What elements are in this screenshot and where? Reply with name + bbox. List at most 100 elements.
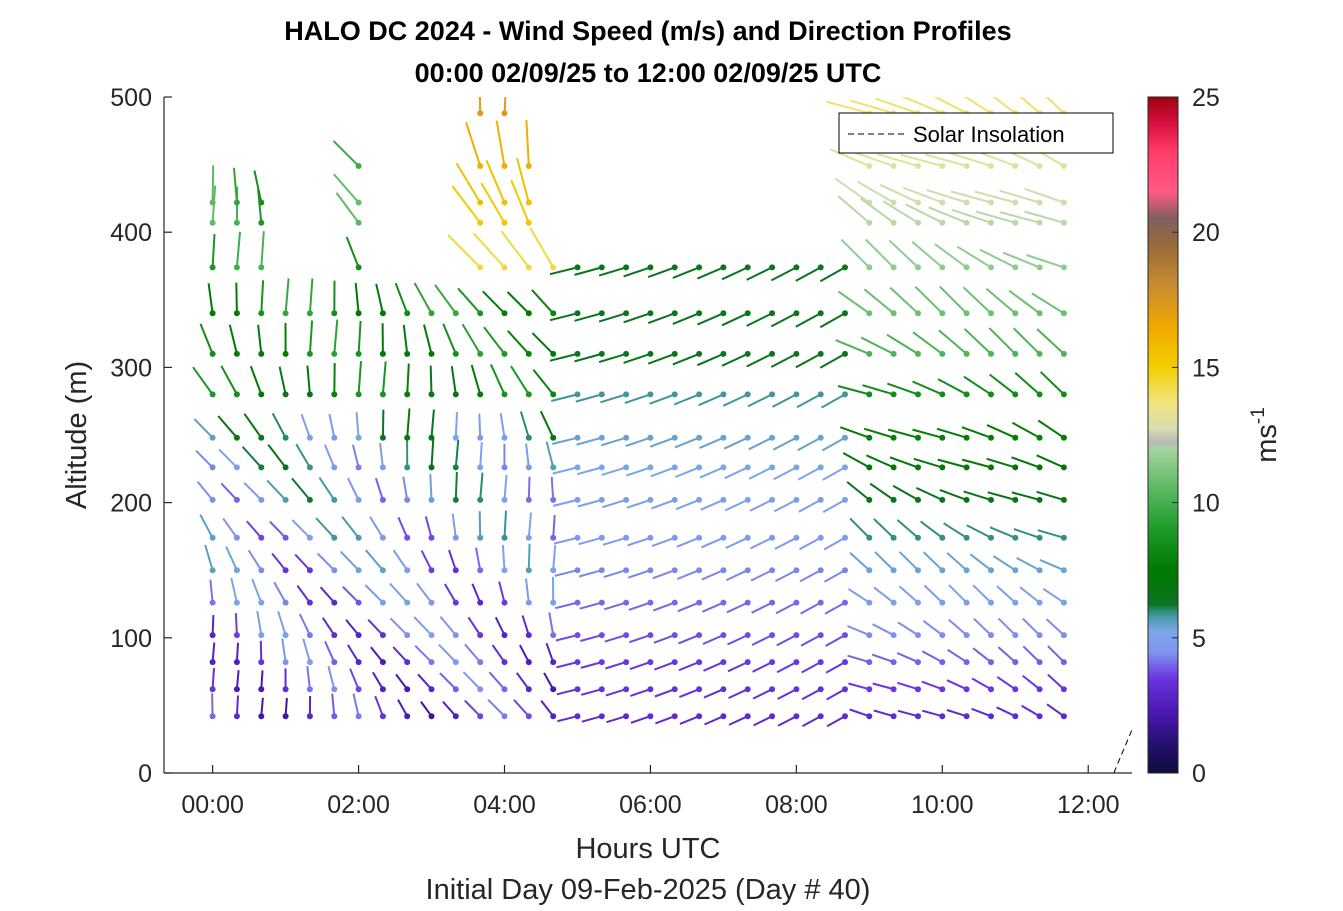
wind-barb-dot: [963, 659, 970, 666]
wind-barb-dot: [574, 264, 581, 271]
wind-barb: [267, 443, 289, 471]
wind-barb-shaft: [271, 552, 287, 571]
wind-barb-shaft: [455, 162, 482, 204]
wind-barb-dot: [769, 599, 776, 606]
wind-barb: [703, 686, 727, 699]
wind-barb-dot: [355, 464, 362, 471]
wind-barb: [462, 671, 484, 693]
y-tick-label: 500: [110, 84, 152, 112]
wind-barb-shaft: [211, 234, 216, 268]
wind-barb: [649, 434, 678, 448]
wind-barb-shaft: [923, 584, 943, 604]
wind-barb-dot: [550, 434, 557, 441]
wind-barb-shaft: [246, 520, 263, 539]
wind-barb-dot: [963, 632, 970, 639]
colorbar-label: ms-1: [1248, 407, 1283, 463]
wind-barb-shaft: [281, 638, 287, 663]
wind-barb-dot: [258, 534, 265, 541]
wind-barb-dot: [550, 713, 557, 720]
wind-barb-shaft: [822, 466, 846, 481]
wind-barb: [752, 686, 776, 700]
wind-barb-dot: [477, 163, 484, 169]
wind-barb: [574, 310, 605, 322]
wind-barb-dot: [306, 464, 313, 471]
wind-barb: [282, 322, 289, 357]
wind-barb-shaft: [576, 466, 603, 476]
wind-barb-shaft: [630, 715, 651, 724]
wind-barb: [912, 428, 946, 441]
wind-barb-shaft: [996, 585, 1016, 604]
wind-barb: [448, 549, 459, 574]
wind-barb: [450, 366, 459, 398]
wind-barb-dot: [209, 310, 216, 317]
wind-barb: [498, 581, 508, 606]
wind-barb: [501, 474, 508, 503]
wind-barb-dot: [793, 464, 800, 471]
wind-barb-shaft: [1013, 528, 1040, 539]
wind-barb-dot: [1036, 686, 1043, 693]
wind-barb-dot: [769, 632, 776, 639]
wind-barb-shaft: [835, 339, 870, 355]
wind-barb-dot: [209, 464, 216, 471]
wind-barb-shaft: [294, 553, 311, 571]
wind-barb: [302, 638, 313, 666]
wind-barb-dot: [1060, 632, 1067, 639]
wind-barb-shaft: [606, 715, 627, 724]
wind-barb: [797, 464, 824, 481]
wind-barb: [799, 567, 824, 583]
wind-barb-dot: [355, 496, 362, 503]
wind-barb-shaft: [438, 643, 457, 663]
wind-barb: [600, 391, 630, 404]
colorbar-label-exponent: -1: [1248, 407, 1269, 424]
wind-barb: [873, 518, 897, 541]
wind-barb-dot: [550, 599, 557, 606]
wind-barb-dot: [258, 350, 265, 357]
wind-barb: [550, 545, 557, 574]
wind-barb: [525, 476, 532, 503]
wind-barb: [209, 667, 216, 693]
wind-barb-shaft: [525, 578, 530, 603]
wind-barb-dot: [720, 464, 727, 471]
wind-barb-shaft: [513, 699, 530, 717]
wind-barb-shaft: [873, 518, 895, 539]
wind-barb-dot: [209, 434, 216, 441]
wind-barb: [649, 391, 678, 405]
wind-barb-dot: [647, 264, 654, 271]
x-tick-label: 12:00: [1057, 791, 1120, 819]
wind-barb-dot: [1060, 534, 1067, 541]
wind-barb-shaft: [1014, 372, 1041, 396]
wind-barb-shaft: [230, 577, 238, 603]
wind-barb-dot: [696, 391, 703, 398]
wind-barb: [464, 643, 484, 666]
wind-barb: [946, 709, 970, 720]
wind-barb-dot: [866, 264, 873, 271]
wind-barb-shaft: [1021, 674, 1041, 690]
wind-barb: [501, 544, 508, 574]
wind-barb-shaft: [795, 312, 822, 328]
wind-barb-dot: [525, 713, 532, 720]
wind-barb: [379, 409, 386, 441]
wind-barb: [911, 241, 946, 271]
wind-barb-shaft: [675, 466, 700, 478]
wind-barb-shaft: [939, 285, 968, 315]
wind-barb-shaft: [822, 499, 846, 513]
wind-barb-dot: [477, 632, 484, 639]
wind-barb: [192, 366, 216, 398]
wind-barb-shaft: [225, 546, 238, 571]
wind-barb: [455, 162, 484, 206]
wind-barb-dot: [1012, 199, 1019, 206]
wind-barb-shaft: [256, 610, 263, 636]
wind-barb: [888, 239, 921, 271]
wind-barb-shaft: [825, 634, 846, 647]
wind-barb-shaft: [849, 552, 870, 571]
wind-barb-shaft: [467, 616, 482, 636]
wind-barb-shaft: [527, 476, 531, 500]
wind-barb-shaft: [825, 661, 846, 674]
wind-barb-shaft: [971, 677, 992, 691]
wind-barb: [676, 567, 703, 580]
wind-barb-shaft: [555, 634, 578, 642]
wind-barb: [647, 264, 678, 279]
wind-barb-shaft: [652, 601, 676, 612]
wind-barb: [258, 231, 265, 271]
wind-barb-shaft: [846, 481, 870, 501]
